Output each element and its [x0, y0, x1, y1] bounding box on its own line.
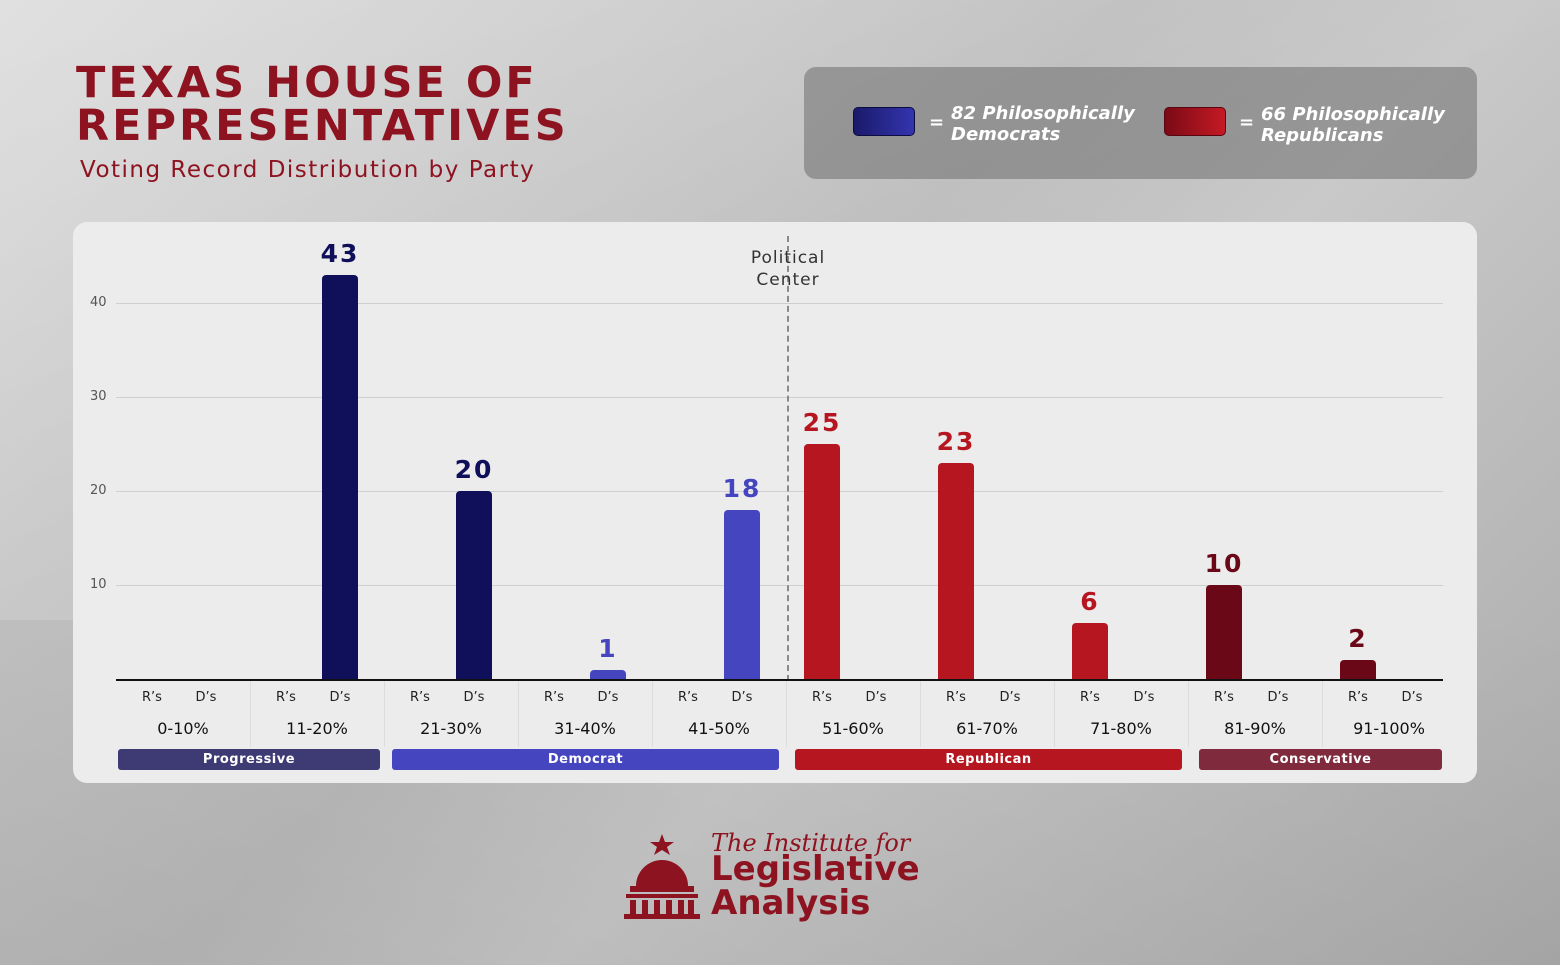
party-sub-label: D’s: [1133, 690, 1155, 705]
party-sub-label: R’s: [946, 690, 966, 705]
capitol-logo-icon: [624, 834, 700, 919]
x-axis-line: [116, 679, 1443, 681]
legend-democrat-swatch: [853, 107, 915, 136]
legend-republican-swatch: [1164, 107, 1226, 136]
party-sub-label: D’s: [1401, 690, 1423, 705]
bar: [590, 669, 626, 679]
bar-value-label: 43: [320, 238, 360, 268]
ideology-band: Conservative: [1199, 749, 1442, 770]
category-separator: [652, 681, 653, 747]
y-tick-label: 30: [90, 389, 107, 404]
category-label: 11-20%: [286, 719, 348, 738]
title-line-1: TEXAS HOUSE OF: [76, 58, 538, 108]
category-label: 51-60%: [822, 719, 884, 738]
logo-line-1: The Institute for: [711, 829, 911, 857]
gridline: [116, 303, 1443, 304]
bar: [804, 444, 840, 679]
category-separator: [920, 681, 921, 747]
ideology-band: Progressive: [118, 749, 380, 770]
legend-democrat-label: 82 Philosophically Democrats: [951, 103, 1151, 145]
bar: [322, 274, 358, 679]
bar: [1072, 622, 1108, 679]
category-label: 41-50%: [688, 719, 750, 738]
party-sub-label: R’s: [142, 690, 162, 705]
chart-panel: [73, 222, 1477, 783]
gridline: [116, 585, 1443, 586]
legend-democrat-line2: Democrats: [951, 124, 1061, 145]
party-sub-label: D’s: [329, 690, 351, 705]
legend-republican-label: 66 Philosophically Republicans: [1261, 104, 1461, 146]
bar: [1206, 585, 1242, 679]
legend-equals-democrat: =: [929, 112, 945, 133]
logo-line-2-3: Legislative Analysis: [711, 852, 920, 920]
bar-value-label: 6: [1080, 586, 1100, 616]
bar-value-label: 10: [1204, 549, 1244, 578]
category-separator: [250, 681, 251, 747]
party-sub-label: D’s: [597, 690, 619, 705]
party-sub-label: R’s: [410, 690, 430, 705]
party-sub-label: R’s: [544, 690, 564, 705]
category-separator: [384, 681, 385, 747]
bar-value-label: 20: [454, 455, 494, 484]
legend-democrat-line1: 82 Philosophically: [951, 103, 1135, 124]
logo-line-3: Analysis: [711, 883, 871, 923]
party-sub-label: D’s: [195, 690, 217, 705]
category-label: 71-80%: [1090, 719, 1152, 738]
party-sub-label: D’s: [463, 690, 485, 705]
logo-line-2: Legislative: [711, 849, 920, 889]
bar: [938, 462, 974, 679]
bar-value-label: 2: [1348, 624, 1368, 654]
gridline: [116, 397, 1443, 398]
y-tick-label: 10: [90, 577, 107, 592]
y-tick-label: 20: [90, 483, 107, 498]
page-title: TEXAS HOUSE OF REPRESENTATIVES: [76, 62, 569, 148]
gridline: [116, 491, 1443, 492]
page-subtitle: Voting Record Distribution by Party: [80, 157, 536, 183]
party-sub-label: D’s: [731, 690, 753, 705]
category-label: 81-90%: [1224, 719, 1286, 738]
category-label: 21-30%: [420, 719, 482, 738]
category-separator: [518, 681, 519, 747]
legend-equals-republican: =: [1239, 112, 1255, 133]
legend-republican-line1: 66 Philosophically: [1261, 104, 1445, 125]
party-sub-label: R’s: [1080, 690, 1100, 705]
center-label-line1: Political: [750, 248, 826, 268]
title-line-2: REPRESENTATIVES: [76, 101, 569, 151]
ideology-band: Democrat: [392, 749, 779, 770]
category-separator: [1054, 681, 1055, 747]
category-label: 61-70%: [956, 719, 1018, 738]
center-label-line2: Center: [756, 270, 820, 290]
political-center-line: [787, 236, 789, 681]
party-sub-label: R’s: [1214, 690, 1234, 705]
bar-value-label: 18: [722, 473, 762, 503]
category-label: 91-100%: [1353, 719, 1425, 738]
y-tick-label: 40: [90, 295, 107, 310]
political-center-label: Political Center: [737, 247, 839, 291]
category-separator: [1188, 681, 1189, 747]
category-label: 31-40%: [554, 719, 616, 738]
bar: [1340, 660, 1376, 679]
ideology-band: Republican: [795, 749, 1182, 770]
party-sub-label: R’s: [678, 690, 698, 705]
bar: [456, 491, 492, 679]
legend: [804, 67, 1477, 179]
bar-value-label: 23: [936, 426, 976, 456]
bar-value-label: 25: [802, 408, 842, 437]
bar: [724, 509, 760, 679]
category-separator: [786, 681, 787, 747]
category-separator: [1322, 681, 1323, 747]
party-sub-label: D’s: [865, 690, 887, 705]
party-sub-label: R’s: [276, 690, 296, 705]
party-sub-label: R’s: [1348, 690, 1368, 705]
party-sub-label: D’s: [1267, 690, 1289, 705]
category-label: 0-10%: [157, 719, 209, 738]
party-sub-label: R’s: [812, 690, 832, 705]
legend-republican-line2: Republicans: [1261, 125, 1384, 146]
bar-value-label: 1: [598, 633, 618, 663]
party-sub-label: D’s: [999, 690, 1021, 705]
